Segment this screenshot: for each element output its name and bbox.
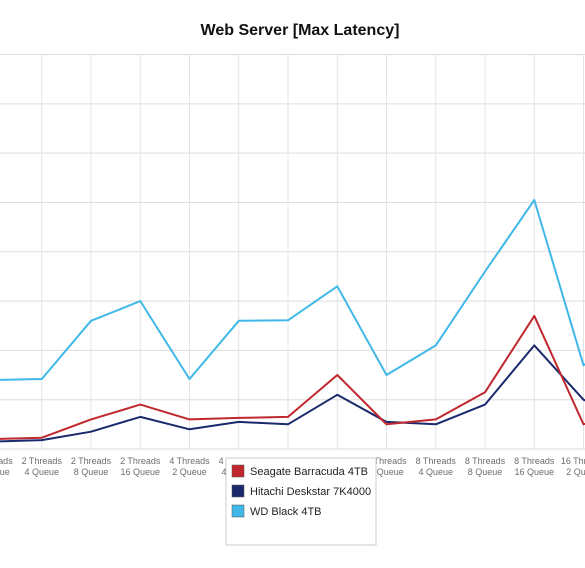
- x-tick-label: 2 Threads 16 Queue: [120, 456, 161, 477]
- series-line: [0, 344, 585, 443]
- chart-title: Web Server [Max Latency]: [201, 22, 400, 39]
- x-tick-label: 4 Threads 2 Queue: [169, 456, 210, 477]
- series-line: [0, 314, 585, 440]
- series-line: [0, 199, 585, 381]
- legend-label: Seagate Barracuda 4TB: [250, 466, 368, 478]
- legend: Seagate Barracuda 4TB Hitachi Deskstar 7K…: [225, 457, 377, 546]
- legend-label: Hitachi Deskstar 7K4000: [250, 486, 371, 498]
- x-tick-label: 8 Threads 16 Queue: [514, 456, 555, 477]
- x-tick-label: 8 Threads 2 Queue: [366, 456, 407, 477]
- x-tick-label: 2 Threads 4 Queue: [22, 456, 63, 477]
- x-tick-label: 8 Threads 8 Queue: [465, 456, 506, 477]
- x-tick-label: 2 Threads 8 Queue: [71, 456, 112, 477]
- legend-swatch: [231, 464, 245, 478]
- legend-box: [225, 457, 377, 546]
- legend-label: WD Black 4TB: [250, 506, 322, 518]
- legend-swatch: [231, 484, 245, 498]
- x-tick-label: 8 Threads 4 Queue: [416, 456, 457, 477]
- legend-swatch: [231, 504, 245, 518]
- series-lines: [0, 199, 585, 443]
- gridlines: [0, 54, 585, 450]
